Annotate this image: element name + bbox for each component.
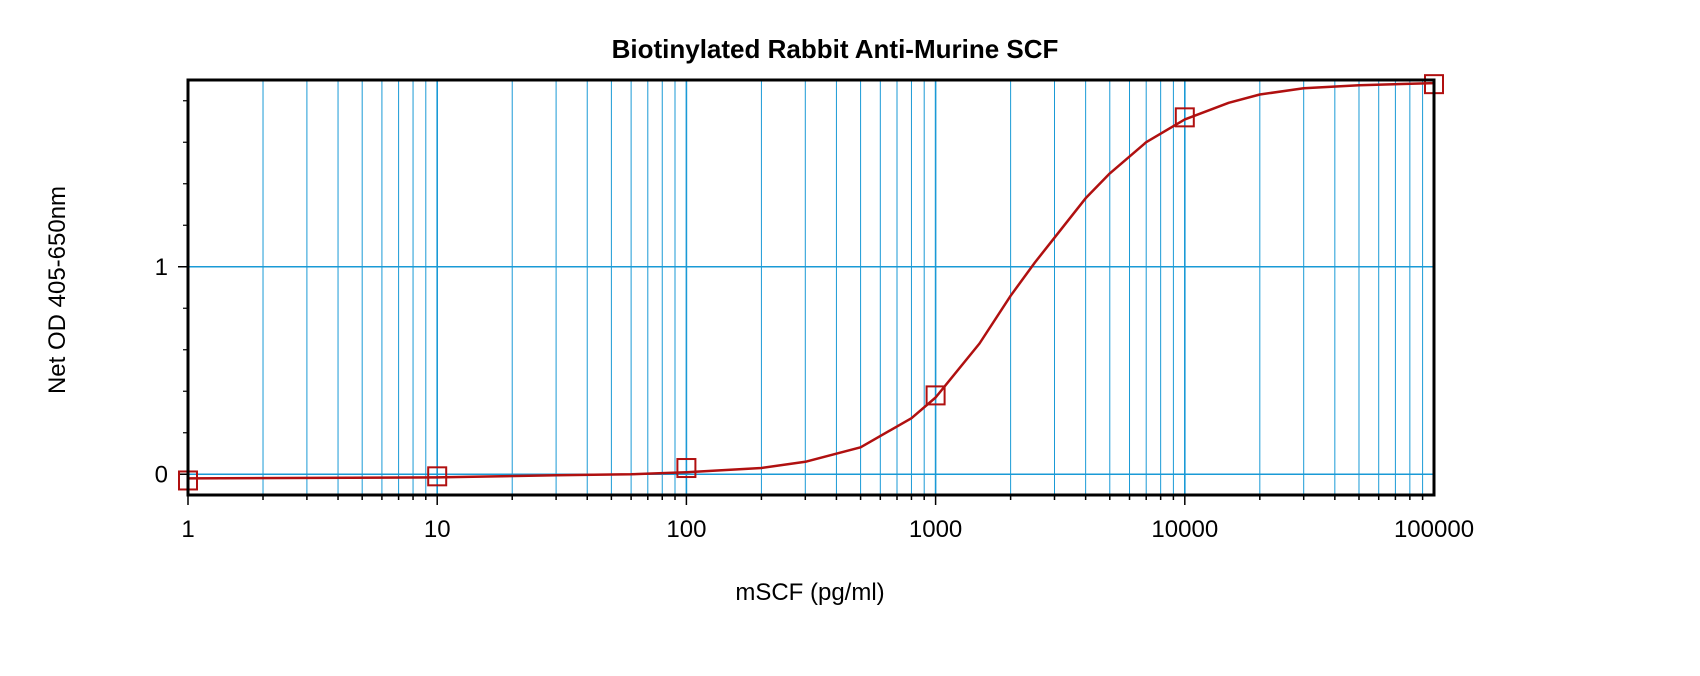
x-tick-label: 10000 [1151, 516, 1218, 543]
x-tick-label: 10 [424, 516, 451, 543]
data-point-marker [925, 385, 946, 406]
data-points [178, 74, 1444, 491]
y-tick-label: 0 [155, 461, 168, 488]
x-tick-label: 1 [181, 516, 194, 543]
grid [187, 80, 1434, 495]
y-tick-label: 1 [155, 254, 168, 281]
data-point-marker [1174, 107, 1195, 128]
chart-title: Biotinylated Rabbit Anti-Murine SCF [612, 34, 1059, 64]
data-point-marker [427, 466, 448, 487]
x-tick-label: 100000 [1394, 516, 1474, 543]
data-point-marker [676, 458, 697, 479]
fit-curve [187, 81, 1435, 480]
y-axis-label: Net OD 405-650nm [44, 186, 71, 394]
fit-curve-layer [187, 81, 1435, 480]
plot-frame [186, 78, 1436, 497]
x-tick-label: 100 [666, 516, 706, 543]
x-tick-label: 1000 [909, 516, 962, 543]
tick-labels: 1 10 100 1000 10000 100000 0 1 [155, 254, 1474, 543]
x-axis-label: mSCF (pg/ml) [735, 579, 884, 606]
